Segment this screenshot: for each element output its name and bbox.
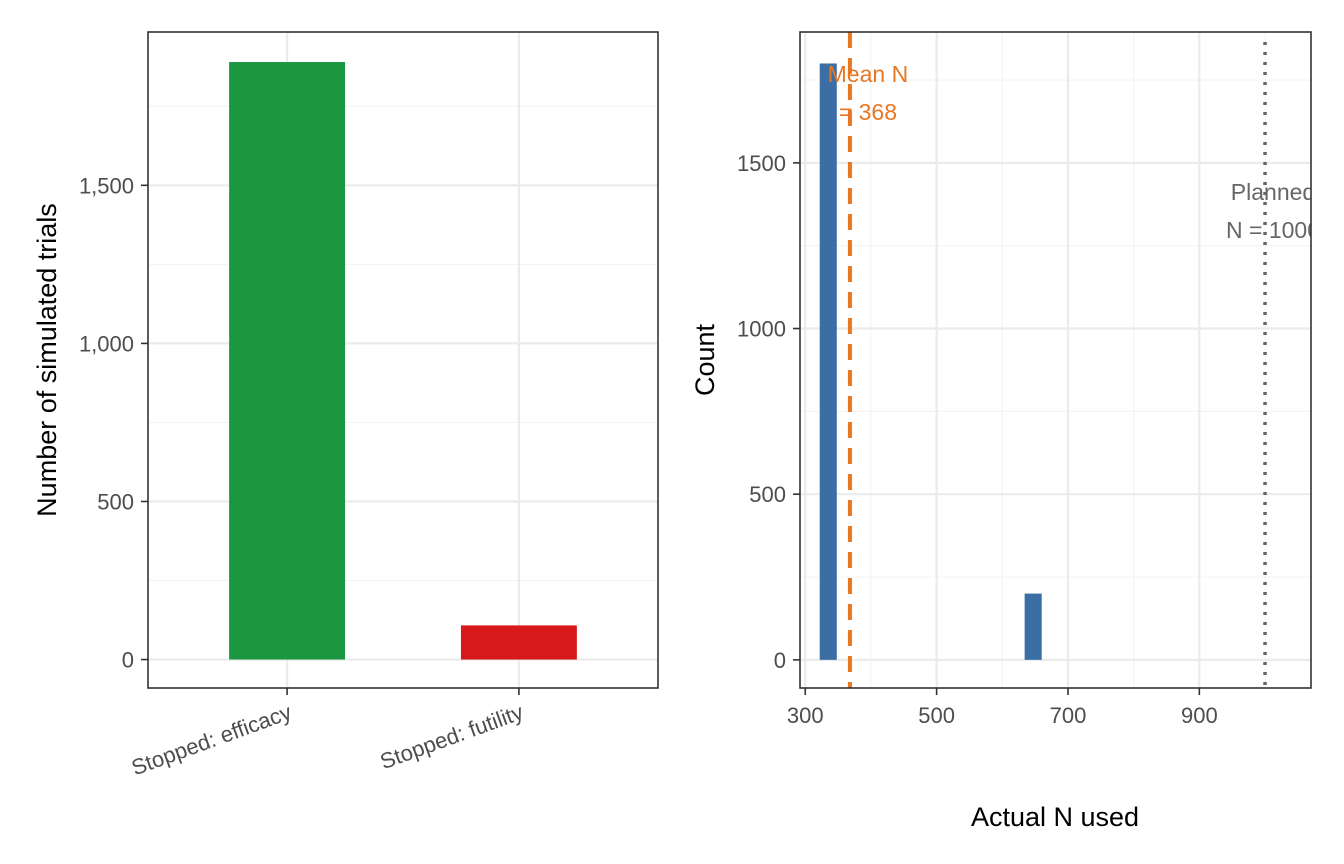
right-y-axis: 0 500 1000 1500 — [737, 151, 800, 673]
histogram-bar — [819, 63, 837, 660]
left-gridlines — [148, 32, 658, 688]
right-x-tick-label: 700 — [1050, 703, 1087, 728]
bar-futility — [460, 625, 577, 660]
left-panel-border — [147, 31, 659, 689]
left-x-axis: Stopped: efficacy Stopped: futility — [128, 688, 527, 780]
left-y-tick-label: 0 — [122, 648, 134, 673]
left-x-tick-label: Stopped: efficacy — [128, 699, 295, 780]
right-gridlines — [800, 32, 1311, 688]
right-reference-lines: Mean N = 368 Planned N = 1000 — [828, 32, 1320, 688]
left-y-axis-title: Number of simulated trials — [32, 203, 62, 517]
right-panel-border — [799, 31, 1312, 689]
histogram-bar — [1024, 593, 1042, 660]
right-y-tick-label: 1500 — [737, 151, 786, 176]
right-x-axis: 300 500 700 900 — [787, 688, 1218, 728]
right-x-tick-label: 900 — [1181, 703, 1218, 728]
right-x-tick-label: 500 — [918, 703, 955, 728]
mean-n-value-label: = 368 — [839, 99, 897, 125]
planned-n-value-label: N = 1000 — [1226, 217, 1320, 243]
right-y-axis-title: Count — [690, 323, 720, 396]
right-x-tick-label: 300 — [787, 703, 824, 728]
right-x-axis-title: Actual N used — [971, 802, 1139, 832]
left-y-tick-label: 1,500 — [79, 173, 134, 198]
right-y-tick-label: 1000 — [737, 317, 786, 342]
right-histogram-bars — [819, 63, 1042, 660]
left-y-tick-label: 1,000 — [79, 331, 134, 356]
mean-n-label: Mean N — [828, 61, 909, 87]
left-x-tick-label: Stopped: futility — [377, 699, 527, 774]
right-y-tick-label: 0 — [774, 648, 786, 673]
left-y-axis: 0 500 1,000 1,500 — [79, 173, 148, 673]
left-bars — [229, 62, 577, 660]
planned-n-label: Planned — [1231, 179, 1315, 205]
right-y-tick-label: 500 — [749, 482, 786, 507]
left-y-tick-label: 500 — [97, 489, 134, 514]
bar-efficacy — [229, 62, 346, 660]
